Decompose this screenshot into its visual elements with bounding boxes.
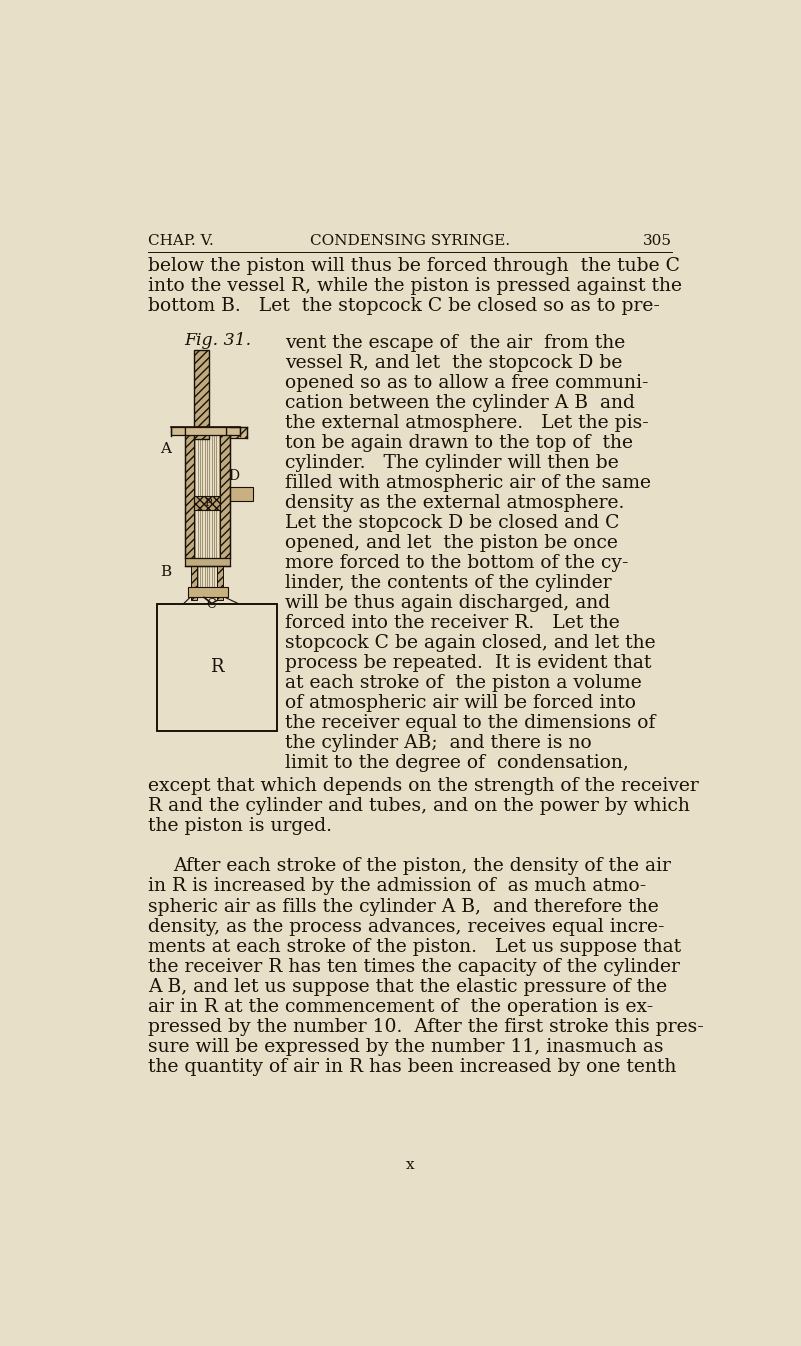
Text: the receiver R has ten times the capacity of the cylinder: the receiver R has ten times the capacit… <box>148 957 680 976</box>
Text: the external atmosphere.   Let the pis-: the external atmosphere. Let the pis- <box>284 415 648 432</box>
Text: C: C <box>206 598 215 611</box>
Text: sure will be expressed by the number 11, inasmuch as: sure will be expressed by the number 11,… <box>148 1038 664 1055</box>
Text: cylinder.   The cylinder will then be: cylinder. The cylinder will then be <box>284 454 618 472</box>
Text: limit to the degree of  condensation,: limit to the degree of condensation, <box>284 754 629 773</box>
Bar <box>187 587 228 598</box>
Text: R: R <box>210 658 223 676</box>
Bar <box>157 603 277 731</box>
Text: below the piston will thus be forced through  the tube C: below the piston will thus be forced thr… <box>148 257 680 275</box>
Text: in R is increased by the admission of  as much atmo-: in R is increased by the admission of as… <box>148 878 646 895</box>
Text: Fig. 31.: Fig. 31. <box>184 331 252 349</box>
Text: air in R at the commencement of  the operation is ex-: air in R at the commencement of the oper… <box>148 997 654 1016</box>
Text: the quantity of air in R has been increased by one tenth: the quantity of air in R has been increa… <box>148 1058 677 1075</box>
Text: density, as the process advances, receives equal incre-: density, as the process advances, receiv… <box>148 918 665 935</box>
Text: R and the cylinder and tubes, and on the power by which: R and the cylinder and tubes, and on the… <box>148 797 690 816</box>
Text: process be repeated.  It is evident that: process be repeated. It is evident that <box>284 654 651 672</box>
Text: more forced to the bottom of the cy-: more forced to the bottom of the cy- <box>284 555 628 572</box>
Text: the cylinder AB;  and there is no: the cylinder AB; and there is no <box>284 735 591 752</box>
Bar <box>217 565 223 600</box>
Bar <box>171 427 184 435</box>
Text: filled with atmospheric air of the same: filled with atmospheric air of the same <box>284 474 650 493</box>
Text: opened, and let  the piston be once: opened, and let the piston be once <box>284 534 618 552</box>
Bar <box>184 435 194 559</box>
Text: pressed by the number 10.  After the first stroke this pres-: pressed by the number 10. After the firs… <box>148 1018 704 1035</box>
Text: P: P <box>205 498 212 509</box>
Bar <box>191 565 197 600</box>
Bar <box>220 435 230 559</box>
Text: A B, and let us suppose that the elastic pressure of the: A B, and let us suppose that the elastic… <box>148 977 667 996</box>
Text: ton be again drawn to the top of  the: ton be again drawn to the top of the <box>284 433 633 452</box>
Text: stopcock C be again closed, and let the: stopcock C be again closed, and let the <box>284 634 655 653</box>
Text: ments at each stroke of the piston.   Let us suppose that: ments at each stroke of the piston. Let … <box>148 938 682 956</box>
Bar <box>230 427 247 437</box>
Text: D: D <box>228 468 239 482</box>
Bar <box>184 427 227 435</box>
Text: A: A <box>160 441 171 456</box>
Text: CHAP. V.: CHAP. V. <box>148 234 214 248</box>
Text: at each stroke of  the piston a volume: at each stroke of the piston a volume <box>284 674 642 692</box>
Text: except that which depends on the strength of the receiver: except that which depends on the strengt… <box>148 778 699 795</box>
Text: 305: 305 <box>643 234 672 248</box>
Text: the piston is urged.: the piston is urged. <box>148 817 332 836</box>
Text: will be thus again discharged, and: will be thus again discharged, and <box>284 594 610 612</box>
Text: bottom B.   Let  the stopcock C be closed so as to pre-: bottom B. Let the stopcock C be closed s… <box>148 297 660 315</box>
Text: the receiver equal to the dimensions of: the receiver equal to the dimensions of <box>284 715 655 732</box>
Text: CONDENSING SYRINGE.: CONDENSING SYRINGE. <box>310 234 510 248</box>
Text: vessel R, and let  the stopcock D be: vessel R, and let the stopcock D be <box>284 354 622 371</box>
Bar <box>157 603 277 731</box>
Text: cation between the cylinder A B  and: cation between the cylinder A B and <box>284 394 634 412</box>
Bar <box>230 487 253 501</box>
Text: into the vessel R, while the piston is pressed against the: into the vessel R, while the piston is p… <box>148 277 682 295</box>
Text: linder, the contents of the cylinder: linder, the contents of the cylinder <box>284 575 611 592</box>
Text: of atmospheric air will be forced into: of atmospheric air will be forced into <box>284 695 635 712</box>
Text: After each stroke of the piston, the density of the air: After each stroke of the piston, the den… <box>173 857 671 875</box>
Text: x: x <box>406 1158 414 1171</box>
Text: Let the stopcock D be closed and C: Let the stopcock D be closed and C <box>284 514 619 532</box>
Text: opened so as to allow a free communi-: opened so as to allow a free communi- <box>284 374 648 392</box>
Text: density as the external atmosphere.: density as the external atmosphere. <box>284 494 624 511</box>
Bar <box>194 497 220 510</box>
Text: spheric air as fills the cylinder A B,  and therefore the: spheric air as fills the cylinder A B, a… <box>148 898 659 915</box>
Text: forced into the receiver R.   Let the: forced into the receiver R. Let the <box>284 614 619 633</box>
Text: vent the escape of  the air  from the: vent the escape of the air from the <box>284 334 625 351</box>
Bar <box>227 427 240 435</box>
Text: B: B <box>160 565 171 579</box>
Bar <box>194 350 209 439</box>
Bar <box>184 559 230 565</box>
